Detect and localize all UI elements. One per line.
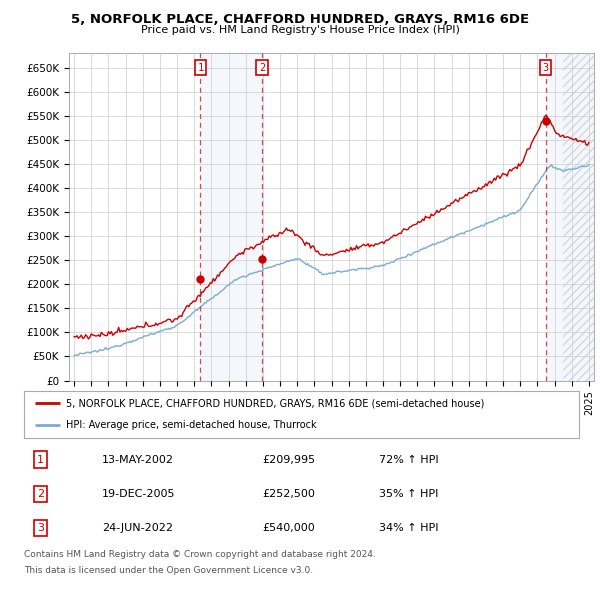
Text: 1: 1 [197,63,203,73]
Text: 1: 1 [37,455,44,464]
Text: 13-MAY-2002: 13-MAY-2002 [102,455,174,464]
Text: Price paid vs. HM Land Registry's House Price Index (HPI): Price paid vs. HM Land Registry's House … [140,25,460,35]
Text: 34% ↑ HPI: 34% ↑ HPI [379,523,439,533]
Text: £540,000: £540,000 [263,523,316,533]
Bar [563,53,594,381]
Text: Contains HM Land Registry data © Crown copyright and database right 2024.: Contains HM Land Registry data © Crown c… [24,550,376,559]
Text: This data is licensed under the Open Government Licence v3.0.: This data is licensed under the Open Gov… [24,566,313,575]
Text: HPI: Average price, semi-detached house, Thurrock: HPI: Average price, semi-detached house,… [65,420,316,430]
Bar [563,53,594,381]
Text: 3: 3 [37,523,44,533]
Text: 2: 2 [259,63,265,73]
Text: 72% ↑ HPI: 72% ↑ HPI [379,455,439,464]
Text: 3: 3 [542,63,549,73]
Text: 19-DEC-2005: 19-DEC-2005 [102,489,175,499]
Text: £252,500: £252,500 [263,489,316,499]
Text: 24-JUN-2022: 24-JUN-2022 [102,523,173,533]
Text: 2: 2 [37,489,44,499]
Bar [545,53,594,381]
Bar [200,53,262,381]
Text: 5, NORFOLK PLACE, CHAFFORD HUNDRED, GRAYS, RM16 6DE (semi-detached house): 5, NORFOLK PLACE, CHAFFORD HUNDRED, GRAY… [65,398,484,408]
Text: £209,995: £209,995 [263,455,316,464]
Text: 35% ↑ HPI: 35% ↑ HPI [379,489,439,499]
Text: 5, NORFOLK PLACE, CHAFFORD HUNDRED, GRAYS, RM16 6DE: 5, NORFOLK PLACE, CHAFFORD HUNDRED, GRAY… [71,13,529,26]
